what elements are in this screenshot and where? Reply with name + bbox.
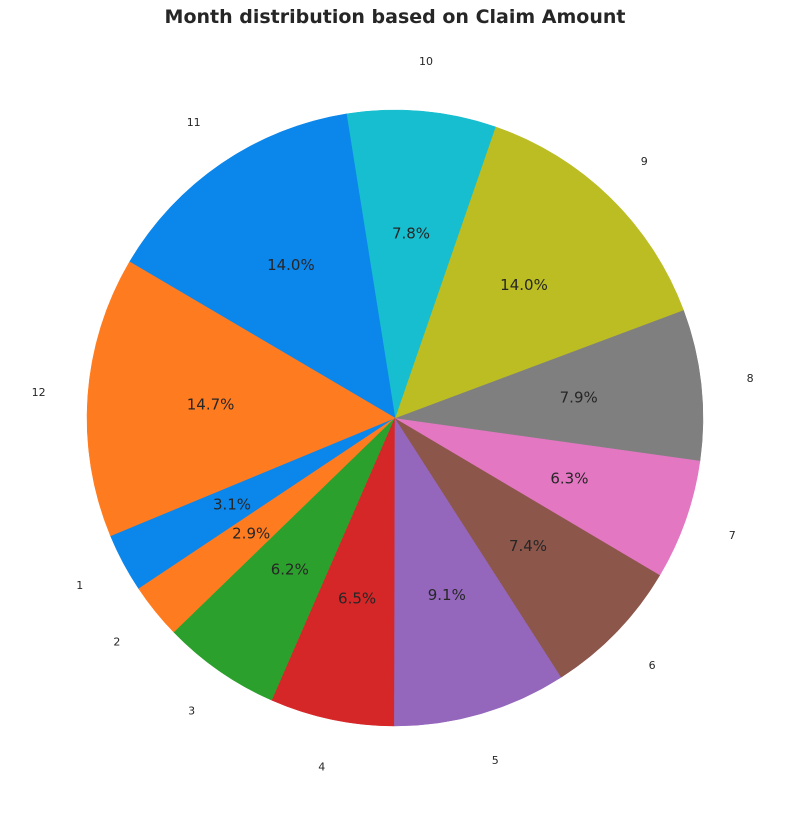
category-label-10: 10 (419, 55, 433, 68)
category-label-1: 1 (76, 579, 83, 592)
category-label-3: 3 (188, 705, 195, 718)
percent-label-12: 14.7% (187, 396, 235, 414)
percent-label-3: 6.2% (271, 560, 309, 578)
percent-label-6: 7.4% (509, 537, 547, 555)
percent-label-9: 14.0% (500, 276, 548, 294)
pie-slice-8 (394, 309, 704, 461)
pie-slices (86, 109, 704, 727)
category-label-12: 12 (32, 386, 46, 399)
category-label-6: 6 (649, 659, 656, 672)
pie-slice-12 (86, 261, 396, 537)
category-label-5: 5 (492, 754, 499, 767)
chart-title: Month distribution based on Claim Amount (164, 6, 626, 28)
percent-label-10: 7.8% (392, 224, 430, 242)
pie-slice-11 (129, 113, 396, 419)
pie-slice-9 (394, 126, 684, 419)
percent-label-1: 3.1% (213, 496, 251, 514)
percent-label-5: 9.1% (428, 586, 466, 604)
pie-slice-5 (394, 417, 562, 727)
pie-slice-7 (394, 417, 701, 576)
category-label-8: 8 (747, 372, 754, 385)
category-label-11: 11 (187, 116, 201, 129)
pie-slice-3 (173, 417, 396, 701)
percent-label-4: 6.5% (338, 589, 376, 607)
category-label-9: 9 (641, 155, 648, 168)
pie-slice-4 (271, 417, 396, 727)
percent-label-7: 6.3% (550, 470, 588, 488)
percent-label-11: 14.0% (267, 256, 315, 274)
category-label-4: 4 (318, 761, 325, 774)
percent-label-8: 7.9% (560, 388, 598, 406)
category-label-2: 2 (113, 635, 120, 648)
percent-label-2: 2.9% (232, 525, 270, 543)
pie-slice-10 (346, 109, 496, 419)
pie-labels: 1 3.1% 2 2.9% 3 6.2% 4 6.5% 5 9.1% 6 7.4% 7 6.3% 8 7.9%… (32, 55, 754, 774)
category-label-7: 7 (729, 529, 736, 542)
pie-slice-6 (394, 417, 661, 678)
